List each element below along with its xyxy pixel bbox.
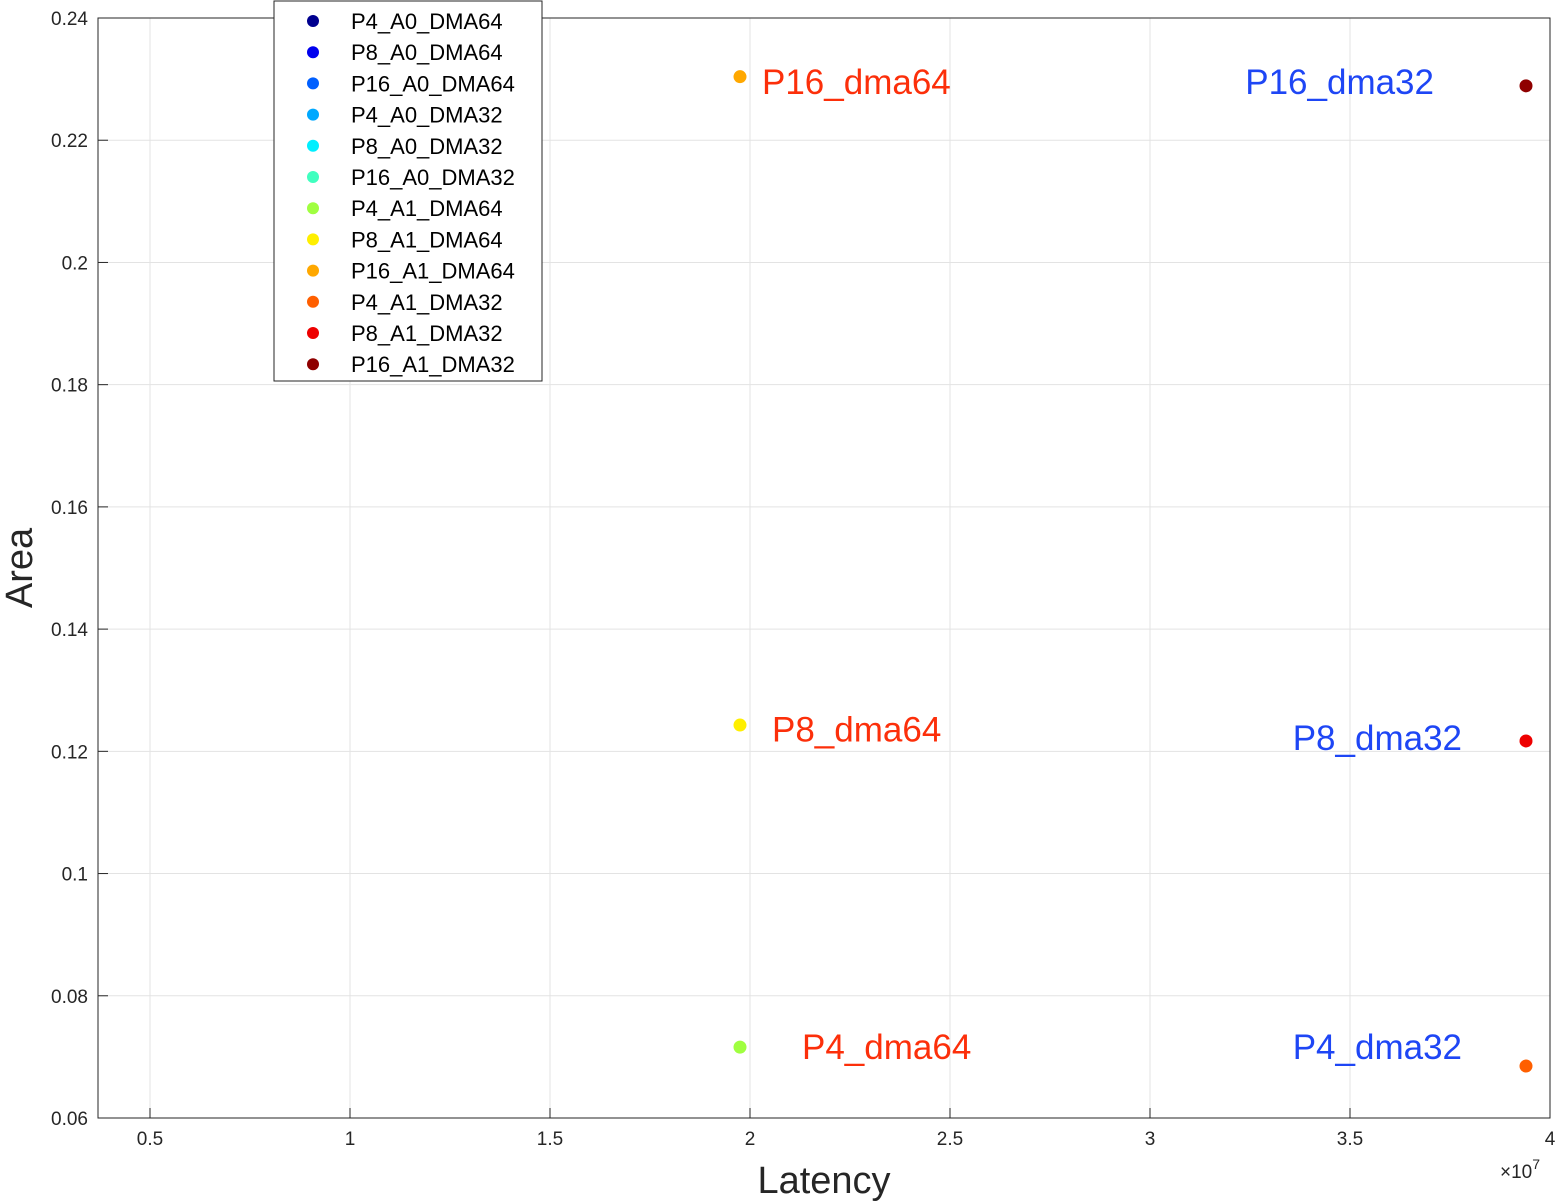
data-points <box>733 70 1533 1073</box>
y-tick-label: 0.22 <box>51 131 88 152</box>
plot-frame <box>97 17 1551 1119</box>
y-tick-label: 0.08 <box>51 987 88 1008</box>
data-point <box>1519 734 1533 748</box>
x-tick-label: 1 <box>345 1129 356 1150</box>
y-tick-label: 0.06 <box>51 1109 88 1130</box>
legend-label: P16_A0_DMA64 <box>351 71 515 96</box>
legend-label: P4_A1_DMA64 <box>351 196 503 221</box>
point-annotation: P4_dma64 <box>802 1028 971 1067</box>
legend-marker <box>307 15 319 27</box>
y-tick-label: 0.24 <box>51 9 88 30</box>
legend-label: P16_A1_DMA32 <box>351 352 515 377</box>
data-point <box>733 718 747 732</box>
legend-box <box>273 0 543 382</box>
y-tick-label: 0.14 <box>51 620 88 641</box>
legend-marker <box>307 295 319 308</box>
legend-label: P16_A1_DMA64 <box>351 259 515 284</box>
legend-label: P16_A0_DMA32 <box>351 165 515 190</box>
data-point <box>1519 1059 1533 1073</box>
legend-label: P4_A0_DMA64 <box>351 9 503 34</box>
legend-marker <box>307 46 319 59</box>
y-tick-label: 0.12 <box>51 742 88 763</box>
x-tick-label: 3.5 <box>1337 1129 1363 1150</box>
y-tick-label: 0.18 <box>51 376 88 397</box>
data-point <box>733 1040 747 1054</box>
legend-label: P4_A1_DMA32 <box>351 290 503 315</box>
data-point <box>1519 79 1533 93</box>
legend-marker <box>307 358 319 371</box>
annotations: P16_dma64 P8_dma64 P4_dma64 P16_dma32 P8_dma… <box>762 63 1462 1067</box>
point-annotation: P8_dma64 <box>772 710 941 749</box>
y-tick-label: 0.2 <box>62 253 88 274</box>
legend-marker <box>307 77 319 90</box>
axis-ticks: 0.5 1 1.5 2 2.5 3 3.5 4 0.06 0.08 0.1 0.12 0.14 0.16 0… <box>51 9 1556 1150</box>
legend-marker <box>307 171 319 183</box>
legend-label: P4_A0_DMA32 <box>351 103 503 128</box>
legend-label: P8_A0_DMA64 <box>351 40 503 65</box>
x-tick-label: 2.5 <box>937 1129 963 1150</box>
x-tick-label: 3 <box>1145 1129 1156 1150</box>
data-point <box>733 70 747 84</box>
x-exponent-power: 7 <box>1532 1156 1540 1172</box>
point-annotation: P4_dma32 <box>1293 1028 1462 1067</box>
y-axis-title: Area <box>0 527 41 608</box>
legend-label: P8_A1_DMA64 <box>351 227 503 252</box>
y-tick-label: 0.16 <box>51 498 88 519</box>
legend-marker <box>307 264 319 277</box>
legend-marker <box>307 327 319 339</box>
legend: P4_A0_DMA64 P8_A0_DMA64 P16_A0_DMA64 P4_A0_… <box>273 0 543 382</box>
legend-marker <box>307 139 319 152</box>
x-tick-label: 1.5 <box>537 1129 563 1150</box>
x-tick-label: 4 <box>1545 1129 1556 1150</box>
point-annotation: P16_dma32 <box>1245 63 1434 102</box>
legend-label: P8_A0_DMA32 <box>351 134 503 159</box>
legend-marker <box>307 233 319 246</box>
x-tick-label: 0.5 <box>137 1129 163 1150</box>
point-annotation: P8_dma32 <box>1293 719 1462 758</box>
y-tick-label: 0.1 <box>62 865 88 886</box>
legend-label: P8_A1_DMA32 <box>351 321 503 346</box>
x-exponent-label: ×107 <box>1500 1156 1540 1183</box>
x-tick-label: 2 <box>745 1129 756 1150</box>
x-exponent-base: ×10 <box>1500 1162 1532 1183</box>
x-axis-title: Latency <box>757 1160 890 1202</box>
legend-marker <box>307 202 319 215</box>
legend-marker <box>307 108 319 121</box>
point-annotation: P16_dma64 <box>762 63 951 102</box>
